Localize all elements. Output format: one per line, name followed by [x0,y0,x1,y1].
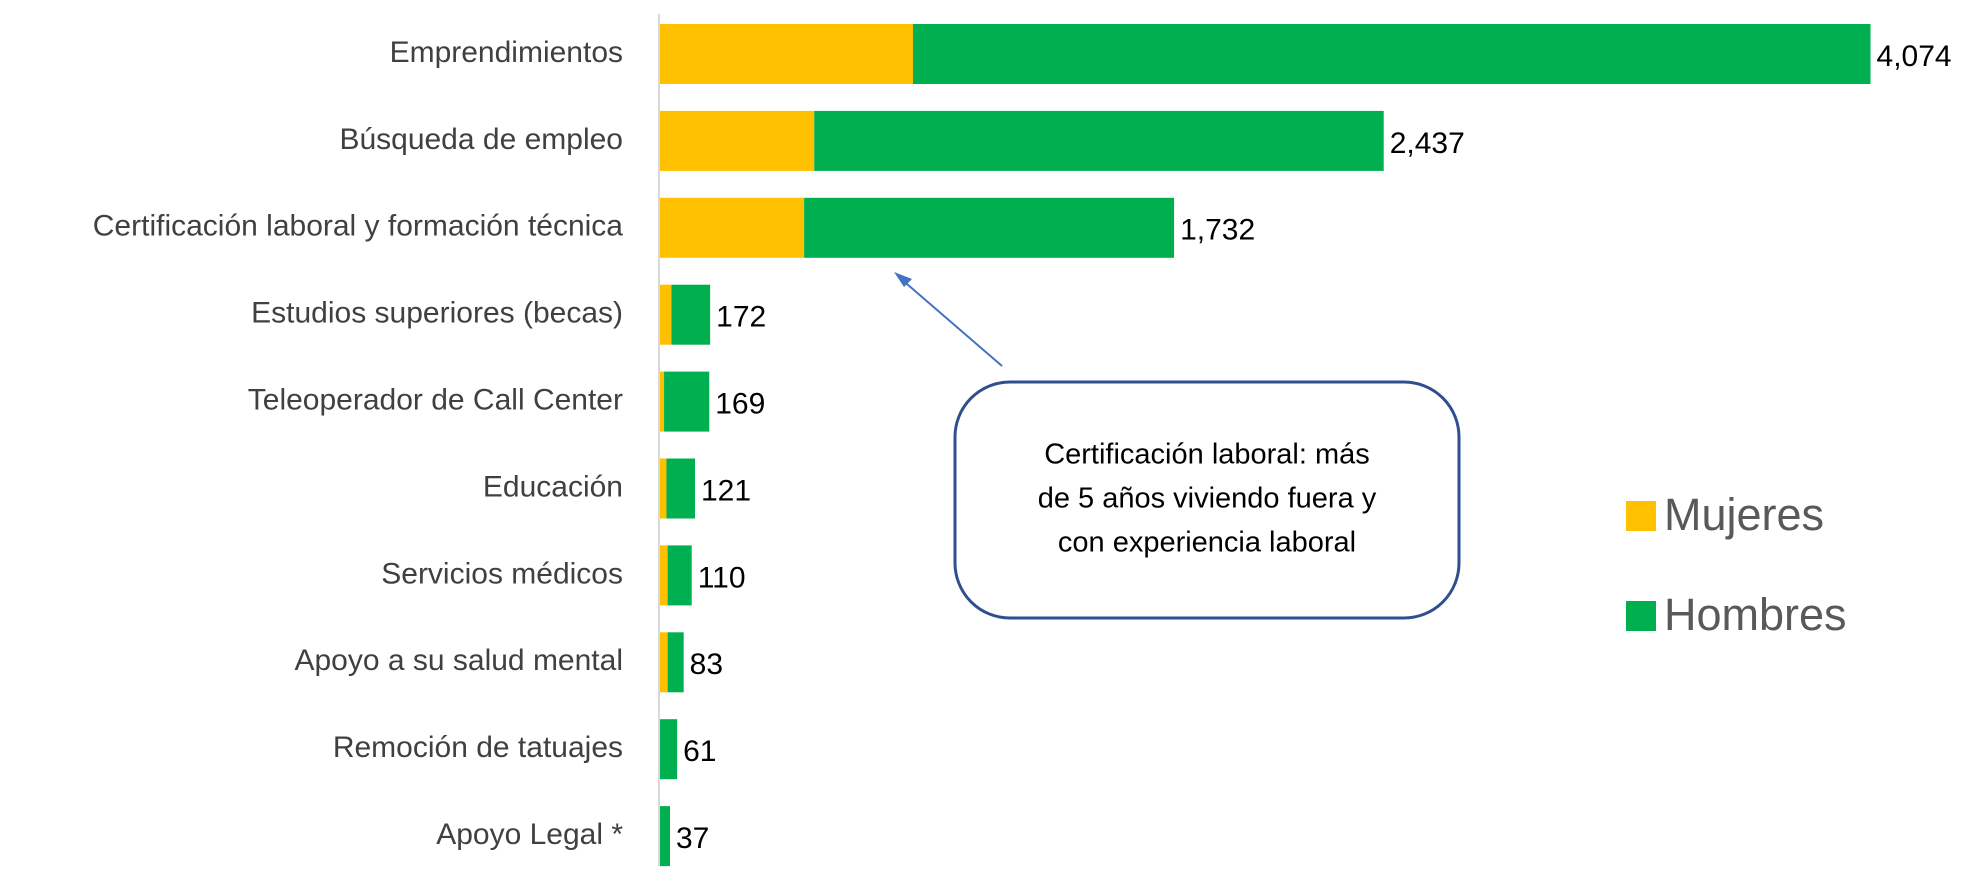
total-label: 61 [683,735,716,768]
y-tick-label: Apoyo a su salud mental [294,644,623,677]
y-tick-label: Apoyo Legal * [436,818,623,851]
total-label: 121 [701,474,751,507]
total-label: 2,437 [1390,127,1465,160]
bar-segment [664,371,710,432]
legend-swatch [1626,601,1656,631]
bar-segment [667,632,684,693]
y-tick-label: Emprendimientos [390,36,623,69]
bar-segment [666,458,695,519]
bar-segment [659,371,665,432]
total-label: 83 [690,648,723,681]
annotation-box [953,380,1461,620]
total-label: 4,074 [1877,40,1952,73]
y-tick-label: Educación [483,470,623,503]
bar-segment [659,24,913,84]
legend-label: Hombres [1664,589,1847,640]
annotation-arrow [899,277,1003,367]
total-label: 110 [698,561,746,594]
total-label: 172 [716,301,766,334]
annotation-text: con experiencia laboral [1058,527,1356,559]
annotation-text: de 5 años viviendo fuera y [1038,483,1377,515]
y-tick-label: Servicios médicos [381,557,623,590]
total-label: 169 [715,388,765,421]
bar-segment [659,458,667,519]
annotation-arrowhead [894,272,912,287]
annotation-text: Certificación laboral: más [1044,439,1370,471]
bar-segment [912,24,1871,84]
legend-swatch [1626,501,1656,531]
bar-segment [659,719,678,780]
bar-segment [659,545,668,606]
total-label: 37 [676,822,709,855]
bar-segment [659,110,815,171]
bar-segment [804,197,1175,258]
legend-label: Mujeres [1664,489,1824,540]
bar-segment [814,110,1384,171]
y-tick-label: Búsqueda de empleo [339,123,623,156]
total-label: 1,732 [1180,214,1255,247]
y-tick-label: Estudios superiores (becas) [251,297,623,330]
y-tick-label: Teleoperador de Call Center [248,384,623,417]
bar-segment [671,284,711,345]
bar-segment [667,545,692,606]
bar-segment [659,284,672,345]
bar-segment [659,632,668,693]
bar-segment [659,197,805,258]
bar-segment [659,806,671,867]
y-tick-label: Remoción de tatuajes [333,731,623,764]
y-tick-label: Certificación laboral y formación técnic… [93,210,624,243]
